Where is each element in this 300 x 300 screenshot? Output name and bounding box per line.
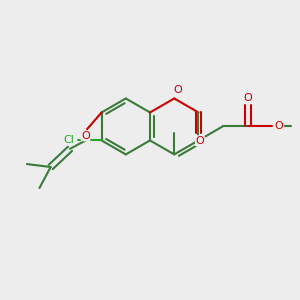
Text: O: O — [173, 85, 182, 94]
Text: Cl: Cl — [63, 135, 74, 145]
Text: O: O — [196, 136, 204, 146]
Text: O: O — [244, 93, 252, 103]
Text: O: O — [81, 131, 90, 141]
Text: O: O — [274, 121, 284, 131]
